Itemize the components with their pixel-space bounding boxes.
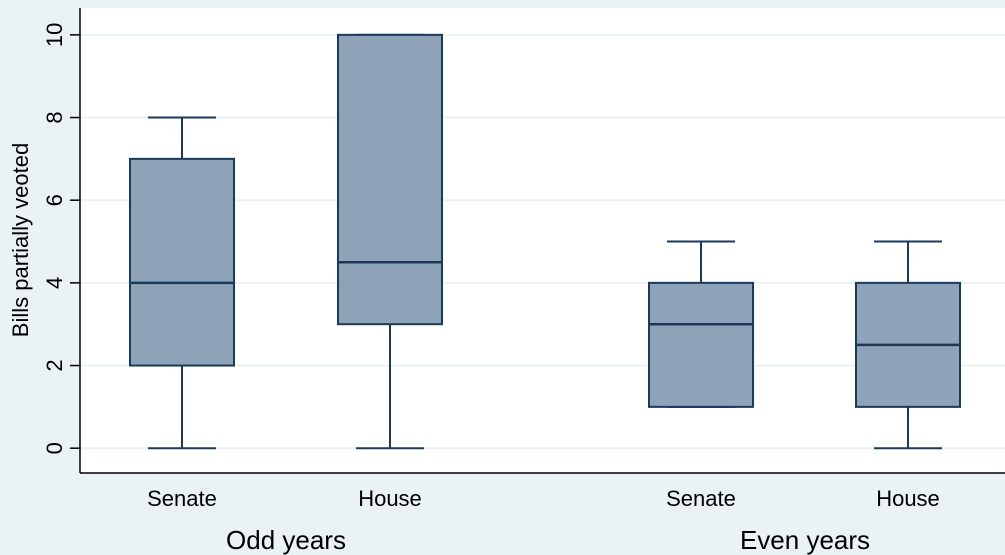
y-tick-label: 2 [42, 359, 67, 371]
grid-lines [80, 33, 1005, 450]
boxes [129, 33, 961, 450]
box-senate-odd [129, 116, 235, 450]
x-group-label: Even years [740, 525, 870, 555]
box-house-even [855, 240, 961, 450]
y-tick-label: 0 [42, 442, 67, 454]
y-axis-title: Bills partially veoted [8, 143, 33, 337]
box-house-odd [337, 33, 443, 450]
y-tick-label: 10 [42, 23, 67, 47]
iqr-box [129, 157, 235, 367]
y-tick-label: 8 [42, 111, 67, 123]
x-category-label: Senate [147, 486, 217, 511]
x-category-label: House [358, 486, 422, 511]
x-category-label: Senate [666, 486, 736, 511]
x-category-label: House [876, 486, 940, 511]
iqr-box [337, 33, 443, 326]
y-tick-label: 6 [42, 194, 67, 206]
box-senate-even [648, 240, 754, 408]
x-group-label: Odd years [226, 525, 346, 555]
iqr-box [648, 281, 754, 408]
y-axis: 0 2 4 6 8 10 [42, 8, 81, 473]
y-tick-label: 4 [42, 277, 67, 289]
